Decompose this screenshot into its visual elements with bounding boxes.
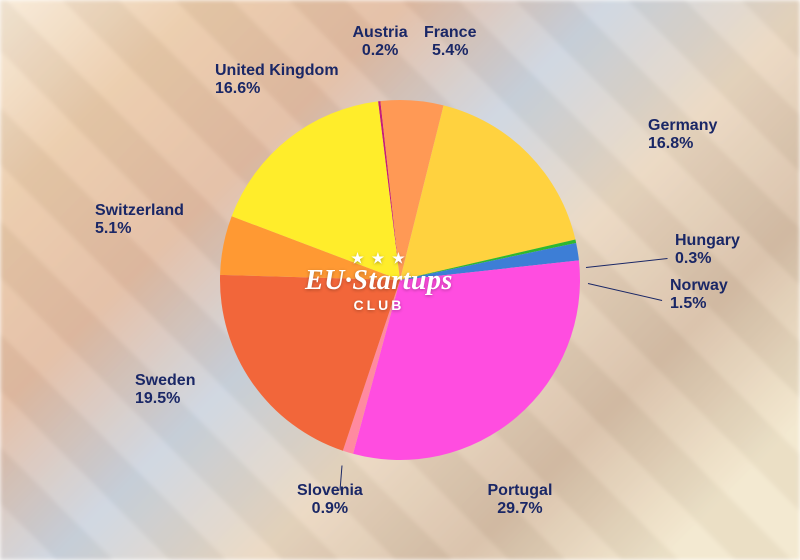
label-percent: 16.6% [215, 80, 339, 98]
label-percent: 16.8% [648, 135, 717, 153]
label-switzerland: Switzerland5.1% [95, 202, 184, 239]
label-percent: 19.5% [135, 390, 195, 408]
label-country: France [424, 24, 476, 42]
label-percent: 5.4% [424, 42, 476, 60]
label-norway: Norway1.5% [670, 277, 728, 314]
label-hungary: Hungary0.3% [675, 232, 740, 269]
label-slovenia: Slovenia0.9% [297, 482, 363, 519]
label-country: Hungary [675, 232, 740, 250]
label-country: Norway [670, 277, 728, 295]
label-country: Switzerland [95, 202, 184, 220]
eu-startups-logo: ★ ★ ★ EU·Startups CLUB [305, 250, 453, 313]
label-country: United Kingdom [215, 62, 339, 80]
label-austria: Austria0.2% [353, 24, 408, 61]
label-germany: Germany16.8% [648, 117, 717, 154]
stage: Austria0.2% France5.4% Germany16.8% Hungary… [0, 0, 800, 560]
label-percent: 0.2% [353, 42, 408, 60]
label-percent: 1.5% [670, 295, 728, 313]
label-united-kingdom: United Kingdom16.6% [215, 62, 339, 99]
label-country: Germany [648, 117, 717, 135]
logo-line2: CLUB [305, 297, 453, 313]
label-country: Portugal [488, 482, 553, 500]
label-country: Austria [353, 24, 408, 42]
label-percent: 0.9% [297, 500, 363, 518]
label-percent: 0.3% [675, 250, 740, 268]
label-sweden: Sweden19.5% [135, 372, 195, 409]
label-percent: 29.7% [488, 500, 553, 518]
label-france: France5.4% [424, 24, 476, 61]
label-country: Slovenia [297, 482, 363, 500]
label-portugal: Portugal29.7% [488, 482, 553, 519]
label-country: Sweden [135, 372, 195, 390]
label-percent: 5.1% [95, 220, 184, 238]
logo-line1: EU·Startups [305, 265, 453, 297]
